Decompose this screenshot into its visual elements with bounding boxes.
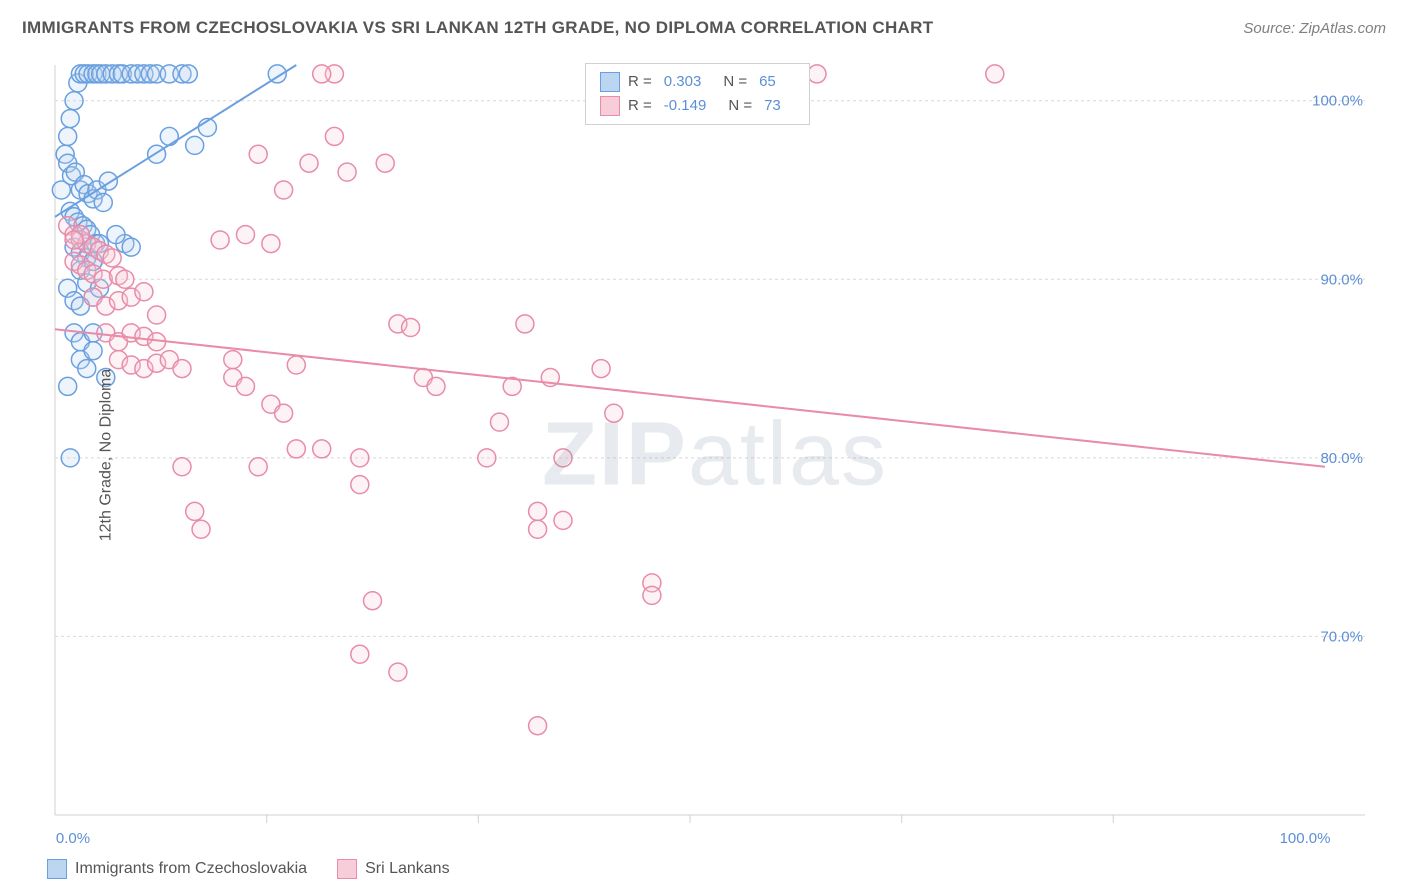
- data-point: [179, 65, 197, 83]
- data-point: [313, 440, 331, 458]
- data-point: [237, 377, 255, 395]
- y-tick-label: 90.0%: [1320, 271, 1363, 288]
- series-legend: Immigrants from Czechoslovakia Sri Lankan…: [45, 855, 1385, 883]
- trend-line: [55, 65, 296, 217]
- legend-item: Sri Lankans: [337, 857, 450, 881]
- legend-row: R = 0.303 N = 65: [600, 70, 795, 94]
- data-point: [376, 154, 394, 172]
- data-point: [107, 226, 125, 244]
- r-value: 0.303: [664, 70, 702, 94]
- chart-title: IMMIGRANTS FROM CZECHOSLOVAKIA VS SRI LA…: [22, 18, 933, 38]
- data-point: [116, 270, 134, 288]
- data-point: [300, 154, 318, 172]
- legend-swatch: [337, 859, 357, 879]
- data-point: [262, 235, 280, 253]
- source-attribution: Source: ZipAtlas.com: [1243, 20, 1386, 37]
- data-point: [65, 231, 83, 249]
- data-point: [516, 315, 534, 333]
- n-label: N =: [723, 70, 747, 94]
- legend-item: Immigrants from Czechoslovakia: [47, 857, 307, 881]
- y-tick-label: 70.0%: [1320, 628, 1363, 645]
- data-point: [237, 226, 255, 244]
- y-tick-label: 100.0%: [1312, 93, 1363, 110]
- data-point: [529, 717, 547, 735]
- data-point: [605, 404, 623, 422]
- n-value: 65: [759, 70, 776, 94]
- correlation-legend: R = 0.303 N = 65 R = -0.149 N = 73: [585, 63, 810, 125]
- data-point: [186, 502, 204, 520]
- data-point: [275, 404, 293, 422]
- y-tick-label: 80.0%: [1320, 450, 1363, 467]
- n-value: 73: [764, 94, 781, 118]
- data-point: [211, 231, 229, 249]
- data-point: [554, 449, 572, 467]
- data-point: [249, 458, 267, 476]
- legend-swatch: [600, 72, 620, 92]
- data-point: [59, 127, 77, 145]
- data-point: [554, 511, 572, 529]
- trend-line: [55, 329, 1325, 467]
- data-point: [94, 194, 112, 212]
- data-point: [61, 449, 79, 467]
- data-point: [287, 440, 305, 458]
- data-point: [186, 136, 204, 154]
- data-point: [491, 413, 509, 431]
- data-point: [61, 110, 79, 128]
- data-point: [529, 520, 547, 538]
- data-point: [402, 319, 420, 337]
- data-point: [287, 356, 305, 374]
- source-name: ZipAtlas.com: [1299, 20, 1386, 37]
- legend-label: Immigrants from Czechoslovakia: [75, 857, 307, 881]
- legend-swatch: [47, 859, 67, 879]
- legend-row: R = -0.149 N = 73: [600, 94, 795, 118]
- scatter-chart: 70.0% 80.0% 90.0% 100.0% 0.0% 100.0%: [45, 55, 1385, 855]
- data-point: [351, 476, 369, 494]
- data-point: [148, 306, 166, 324]
- data-point: [427, 377, 445, 395]
- r-label: R =: [628, 94, 652, 118]
- data-point: [351, 645, 369, 663]
- data-point: [160, 127, 178, 145]
- x-tick-label: 100.0%: [1280, 830, 1331, 847]
- data-point: [275, 181, 293, 199]
- data-point: [192, 520, 210, 538]
- x-tick-label: 0.0%: [56, 830, 90, 847]
- data-point: [643, 586, 661, 604]
- legend-swatch: [600, 96, 620, 116]
- data-point: [59, 377, 77, 395]
- data-point: [135, 283, 153, 301]
- r-label: R =: [628, 70, 652, 94]
- chart-container: 12th Grade, No Diploma 70.0% 80.0% 90.0% 10…: [45, 55, 1385, 855]
- data-point: [351, 449, 369, 467]
- data-point: [338, 163, 356, 181]
- y-axis-label: 12th Grade, No Diploma: [97, 369, 115, 542]
- data-point: [808, 65, 826, 83]
- data-point: [986, 65, 1004, 83]
- data-point: [173, 360, 191, 378]
- n-label: N =: [728, 94, 752, 118]
- data-point: [84, 342, 102, 360]
- data-point: [122, 238, 140, 256]
- data-point: [364, 592, 382, 610]
- r-value: -0.149: [664, 94, 707, 118]
- data-point: [65, 92, 83, 110]
- source-prefix: Source:: [1243, 20, 1299, 37]
- data-point: [592, 360, 610, 378]
- data-point: [103, 249, 121, 267]
- data-point: [78, 360, 96, 378]
- data-point: [313, 65, 331, 83]
- data-point: [325, 127, 343, 145]
- legend-label: Sri Lankans: [365, 857, 450, 881]
- data-point: [173, 458, 191, 476]
- data-point: [224, 351, 242, 369]
- data-point: [529, 502, 547, 520]
- data-point: [249, 145, 267, 163]
- data-point: [478, 449, 496, 467]
- data-point: [389, 663, 407, 681]
